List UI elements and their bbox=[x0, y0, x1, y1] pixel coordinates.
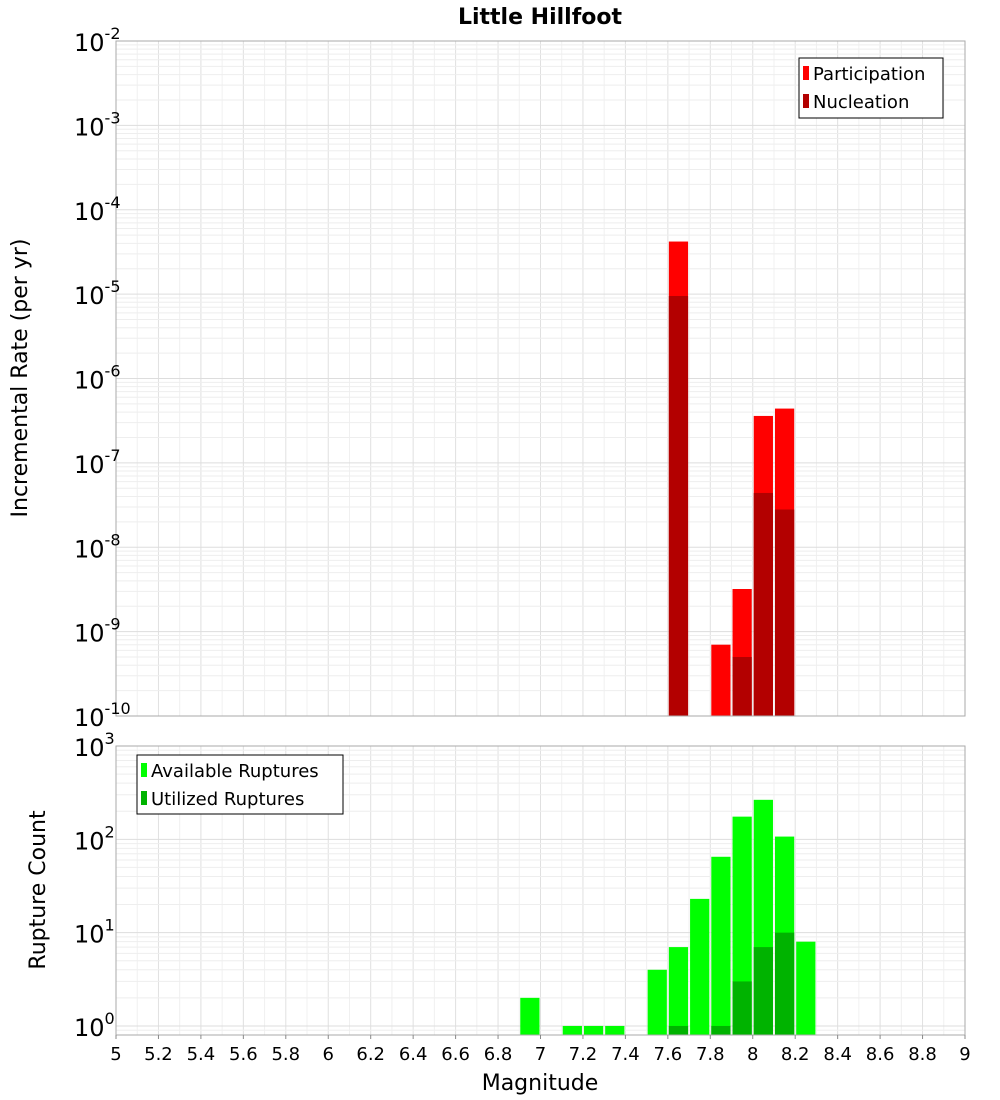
bottom-bar-s0-11 bbox=[796, 941, 816, 1035]
x-tick-label: 8.2 bbox=[781, 1044, 810, 1065]
top-y-tick-label: 10-4 bbox=[74, 193, 121, 226]
top-legend: Participation Nucleation bbox=[798, 57, 944, 119]
bottom-bar-s0-5 bbox=[668, 947, 689, 1035]
bottom-bar-s1-1 bbox=[711, 1025, 731, 1035]
top-bar-s1-0 bbox=[668, 296, 689, 716]
top-y-tick-label: 10-7 bbox=[74, 446, 121, 479]
top-y-tick-label: 10-3 bbox=[74, 108, 121, 141]
chart-title: Little Hillfoot bbox=[458, 5, 623, 30]
legend-label-available: Available Ruptures bbox=[151, 761, 319, 782]
x-tick-label: 8 bbox=[747, 1044, 758, 1065]
x-tick-label: 9 bbox=[959, 1044, 970, 1065]
top-y-tick-label: 10-5 bbox=[74, 277, 121, 310]
legend-swatch-nucleation bbox=[803, 94, 809, 108]
bottom-bar-s0-4 bbox=[647, 969, 667, 1035]
top-y-tick-label: 10-6 bbox=[74, 362, 121, 395]
x-tick-label: 8.4 bbox=[823, 1044, 852, 1065]
x-tick-label: 6.6 bbox=[441, 1044, 470, 1065]
bottom-bar-s0-7 bbox=[711, 856, 731, 1035]
x-tick-label: 5.2 bbox=[144, 1044, 173, 1065]
legend-label-nucleation: Nucleation bbox=[813, 92, 909, 113]
bottom-y-axis-label: Rupture Count bbox=[26, 810, 51, 970]
top-y-tick-label: 10-9 bbox=[74, 615, 121, 648]
top-bar-s1-2 bbox=[753, 492, 773, 716]
x-tick-label: 6 bbox=[323, 1044, 334, 1065]
x-tick-label: 6.4 bbox=[399, 1044, 428, 1065]
x-tick-label: 5.6 bbox=[229, 1044, 258, 1065]
bottom-bar-s0-6 bbox=[690, 898, 710, 1035]
bottom-x-ticks: 5 5.2 5.4 5.6 5.8 6 6.2 6.4 6.6 6.8 7 7.2 7.4 7.6 7.8 8… bbox=[110, 1035, 971, 1065]
top-plot-frame bbox=[115, 40, 966, 717]
x-tick-label: 7.2 bbox=[569, 1044, 598, 1065]
top-bars bbox=[668, 241, 795, 717]
bottom-y-tick-label: 102 bbox=[74, 822, 115, 855]
bottom-bar-s0-3 bbox=[605, 1025, 625, 1035]
top-y-tick-label: 10-2 bbox=[74, 24, 121, 57]
x-tick-label: 8.6 bbox=[866, 1044, 895, 1065]
legend-swatch-utilized bbox=[141, 791, 147, 805]
bottom-y-tick-label: 101 bbox=[74, 916, 115, 949]
bottom-bar-s0-1 bbox=[562, 1025, 582, 1035]
bottom-bar-s1-3 bbox=[753, 947, 773, 1035]
top-y-ticks: 10-10 10-9 10-8 10-7 10-6 10-5 10-4 10-3 10-2 bbox=[74, 24, 131, 732]
bottom-legend: Available Ruptures Utilized Ruptures bbox=[136, 754, 344, 815]
x-tick-label: 5 bbox=[110, 1044, 121, 1065]
top-bar-s1-1 bbox=[732, 657, 752, 716]
bottom-panel: 100 101 102 103 5 5.2 5.4 5.6 5.8 6 6.2 6.4 6.6 6.8 7… bbox=[26, 729, 971, 1096]
bottom-y-ticks: 100 101 102 103 bbox=[74, 729, 115, 1042]
legend-swatch-available bbox=[141, 763, 147, 777]
bottom-y-tick-label: 100 bbox=[74, 1009, 115, 1042]
top-y-axis-label: Incremental Rate (per yr) bbox=[8, 239, 33, 518]
x-axis-label: Magnitude bbox=[482, 1071, 599, 1096]
bottom-bar-s0-2 bbox=[583, 1025, 604, 1035]
legend-label-participation: Participation bbox=[813, 64, 925, 85]
x-tick-label: 5.4 bbox=[187, 1044, 216, 1065]
x-tick-label: 7.6 bbox=[654, 1044, 683, 1065]
x-tick-label: 6.8 bbox=[484, 1044, 513, 1065]
x-tick-label: 8.8 bbox=[908, 1044, 937, 1065]
top-legend-box bbox=[798, 57, 944, 119]
top-panel: 10-10 10-9 10-8 10-7 10-6 10-5 10-4 10-3 10-2 In… bbox=[8, 24, 966, 732]
bottom-bars bbox=[520, 799, 816, 1035]
bottom-bar-s0-0 bbox=[520, 997, 540, 1035]
legend-swatch-participation bbox=[803, 66, 809, 80]
x-tick-label: 6.2 bbox=[356, 1044, 385, 1065]
top-bar-s1-3 bbox=[774, 509, 795, 716]
x-tick-label: 5.8 bbox=[271, 1044, 300, 1065]
bottom-legend-box bbox=[136, 754, 344, 815]
top-y-tick-label: 10-8 bbox=[74, 530, 121, 563]
bottom-bar-s1-4 bbox=[774, 932, 795, 1035]
bottom-bar-s1-2 bbox=[732, 981, 752, 1035]
top-y-tick-label: 10-10 bbox=[74, 699, 131, 732]
bottom-bar-s0-8 bbox=[732, 816, 752, 1035]
bottom-bar-s1-0 bbox=[668, 1025, 689, 1035]
x-tick-label: 7 bbox=[535, 1044, 546, 1065]
x-tick-label: 7.8 bbox=[696, 1044, 725, 1065]
bottom-y-tick-label: 103 bbox=[74, 729, 115, 762]
legend-label-utilized: Utilized Ruptures bbox=[151, 789, 304, 810]
top-grid bbox=[115, 40, 966, 717]
x-tick-label: 7.4 bbox=[611, 1044, 640, 1065]
top-bar-s0-1 bbox=[711, 644, 731, 716]
